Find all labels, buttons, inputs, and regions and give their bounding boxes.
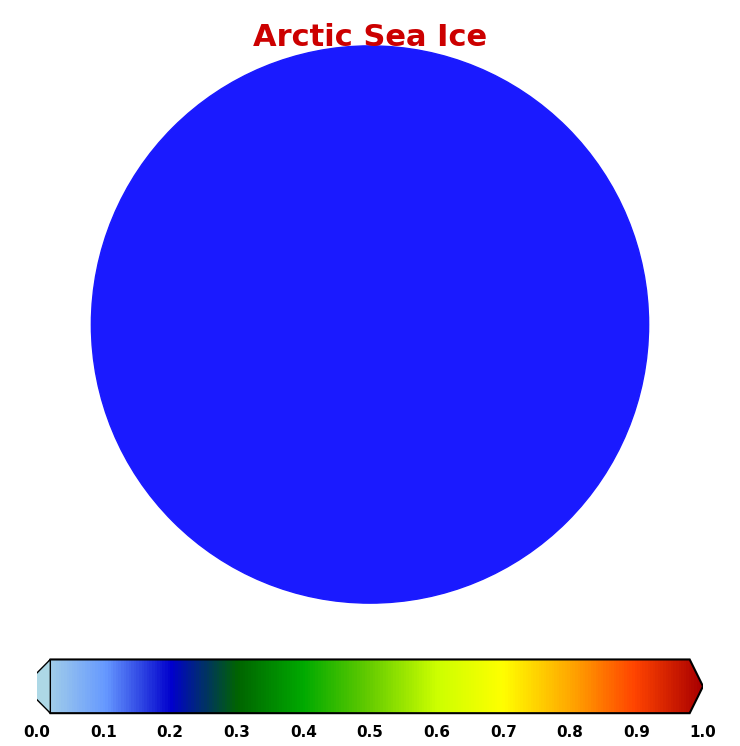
Text: 1.0: 1.0 [690,725,716,740]
Text: 0.5: 0.5 [357,725,383,740]
Text: 0.3: 0.3 [223,725,250,740]
Polygon shape [24,659,50,713]
Text: 0.1: 0.1 [90,725,117,740]
Text: 0.2: 0.2 [157,725,184,740]
Circle shape [91,46,649,603]
Text: 0.7: 0.7 [490,725,517,740]
Text: Arctic Sea Ice: Arctic Sea Ice [253,23,487,52]
Text: 0.0: 0.0 [24,725,50,740]
Text: 0.6: 0.6 [423,725,450,740]
Text: 0.4: 0.4 [290,725,317,740]
Text: 0.9: 0.9 [623,725,650,740]
Text: 0.8: 0.8 [556,725,583,740]
